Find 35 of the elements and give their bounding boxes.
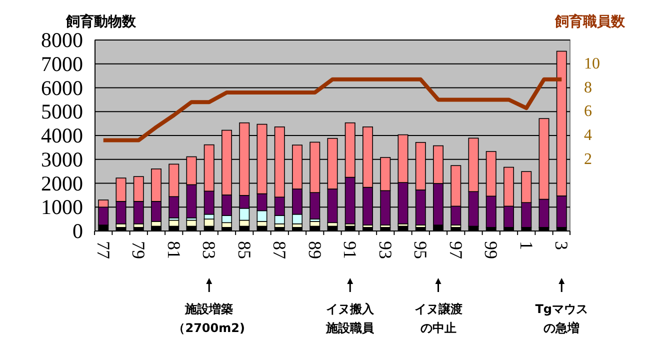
y-tick-label: 3000 [41, 147, 83, 172]
y-tick-label: 5000 [41, 100, 83, 124]
text: イヌ譲渡の中止 [414, 302, 462, 335]
x-tick-label: 97 [446, 241, 466, 259]
y-tick-label: 1000 [41, 195, 83, 220]
y-tick-label: 6000 [41, 76, 83, 100]
y-tick-label: 0 [72, 219, 83, 243]
x-tick-label: 89 [304, 241, 325, 259]
y-tick-label: 7000 [41, 52, 83, 76]
y-tick-label: 4000 [41, 124, 83, 148]
y2-tick-label: 8 [584, 79, 592, 96]
x-tick-label: 99 [481, 241, 502, 259]
x-tick-label: 87 [270, 241, 290, 259]
x-tick-label: 1 [516, 241, 536, 250]
y2-tick-label: 2 [584, 150, 592, 168]
x-tick-label: 79 [128, 241, 149, 259]
y-tick-label: 2000 [41, 171, 83, 196]
annotation: Tgマウスの急増 [535, 302, 588, 335]
y2-tick-label: 4 [584, 127, 592, 144]
annotation: イヌ搬入施設職員 [325, 302, 376, 335]
y2-tick-label: 6 [584, 103, 592, 120]
x-tick-label: 81 [164, 241, 184, 259]
x-tick-label: 93 [375, 241, 396, 259]
annotation: 施設増築（2700m2) [173, 302, 245, 335]
x-tick-label: 95 [410, 241, 431, 259]
x-tick-label: 91 [340, 241, 360, 259]
line-series [101, 77, 564, 142]
y2-axis-title: 飼育職員数 [554, 13, 626, 30]
x-tick-label: 85 [234, 241, 254, 259]
x-tick-label: 77 [93, 241, 114, 259]
y-tick-label: 8000 [41, 28, 83, 52]
y-axis-title: 飼育動物数 [65, 13, 137, 30]
y2-tick-label: 10 [584, 55, 600, 72]
x-tick-label: 83 [199, 241, 220, 259]
x-tick-label: 3 [552, 241, 572, 250]
